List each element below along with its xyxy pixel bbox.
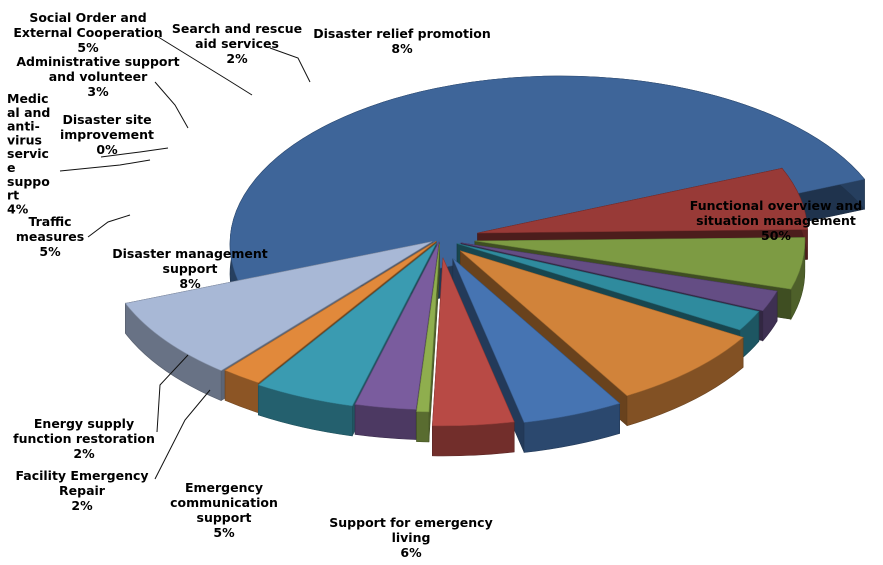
slice-label-line: rt xyxy=(7,188,19,203)
pie-slice-11 xyxy=(224,240,437,384)
slice-label-line: Energy supply xyxy=(34,416,134,431)
leader-line-3 xyxy=(154,389,211,480)
pie-slice-4 xyxy=(456,243,760,331)
slice-label-line: 2% xyxy=(226,51,248,66)
pie-slice-2 xyxy=(474,237,806,290)
slice-label-10: Social Order and External Cooperation 5% xyxy=(13,10,162,55)
slice-label-line: 8% xyxy=(179,276,201,291)
slice-label-line: improvement xyxy=(60,127,154,142)
slice-label-line: 0% xyxy=(96,142,118,157)
pie-slice-side-9 xyxy=(354,404,417,440)
slice-label-line: communication xyxy=(170,495,278,510)
slice-label-line: 8% xyxy=(391,41,413,56)
pie-slice-9 xyxy=(354,241,440,410)
slice-label-9: Administrative support and volunteer 3% xyxy=(16,54,179,99)
slice-label-7: Medic al and anti-virus servic e suppo rt 4% xyxy=(7,91,50,216)
slice-label-0: Functional overview and situation managem… xyxy=(690,198,862,243)
slice-label-11: Search and rescue aid services 2% xyxy=(172,21,302,66)
leader-line-9 xyxy=(154,81,189,129)
slice-label-4: Energy supply function restoration 2% xyxy=(13,416,155,461)
slice-label-line: 2% xyxy=(71,498,93,513)
leader-line-4 xyxy=(156,354,189,433)
leader-line-11 xyxy=(269,47,311,83)
leader-line-6 xyxy=(87,214,131,238)
pie-slice-0 xyxy=(229,75,866,307)
pie-slice-7 xyxy=(432,257,515,427)
slice-label-line: Social Order and xyxy=(29,10,146,25)
leader-lines xyxy=(59,34,311,480)
pie-slice-1 xyxy=(477,167,808,234)
slice-label-line: virus xyxy=(7,132,42,147)
slice-labels: Functional overview and situation managem… xyxy=(7,10,862,560)
slice-label-line: servic xyxy=(7,146,49,161)
leader-line-10 xyxy=(154,34,253,96)
slice-label-line: 5% xyxy=(77,40,99,55)
slice-label-line: Search and rescue xyxy=(172,21,302,36)
slice-label-line: Medic xyxy=(7,91,49,106)
pie-slice-12 xyxy=(124,241,433,371)
slice-label-line: 6% xyxy=(400,545,422,560)
pie-slice-10 xyxy=(257,243,437,407)
slice-label-1: Support for emergency living 6% xyxy=(329,515,492,560)
slice-label-line: situation management xyxy=(696,213,856,228)
pie-slice-5 xyxy=(460,250,744,397)
slice-label-line: al and xyxy=(7,105,50,120)
slice-label-line: Support for emergency xyxy=(329,515,492,530)
pie-slices xyxy=(124,75,866,457)
slice-label-line: anti- xyxy=(7,119,40,134)
leader-line-7 xyxy=(59,159,151,172)
slice-label-line: 50% xyxy=(761,228,791,243)
pie-slice-8 xyxy=(416,243,440,413)
slice-label-5: Disaster management support 8% xyxy=(112,246,268,291)
slice-label-line: Emergency xyxy=(185,480,263,495)
slice-label-line: support xyxy=(197,510,252,525)
pie-slice-6 xyxy=(452,258,621,423)
slice-label-line: 2% xyxy=(73,446,95,461)
pie-slice-side-7 xyxy=(432,421,515,457)
slice-label-line: aid services xyxy=(195,36,279,51)
slice-label-line: measures xyxy=(16,229,84,244)
slice-label-line: support xyxy=(163,261,218,276)
slice-label-line: 4% xyxy=(7,201,29,216)
slice-label-line: Administrative support xyxy=(16,54,179,69)
slice-label-line: Functional overview and xyxy=(690,198,862,213)
slice-label-line: Traffic xyxy=(28,214,71,229)
slice-label-line: Repair xyxy=(59,483,106,498)
slice-label-line: External Cooperation xyxy=(13,25,162,40)
slice-label-line: Disaster relief promotion xyxy=(313,26,490,41)
pie-slice-side-8 xyxy=(416,411,430,443)
slice-label-12: Disaster relief promotion 8% xyxy=(313,26,490,56)
slice-label-line: function restoration xyxy=(13,431,155,446)
slice-label-line: living xyxy=(392,530,431,545)
leader-line-8 xyxy=(100,147,169,158)
slice-label-line: and volunteer xyxy=(49,69,148,84)
slice-label-line: 5% xyxy=(39,244,61,259)
slice-label-line: Disaster management xyxy=(112,246,268,261)
slice-label-2: Emergency communication support 5% xyxy=(170,480,278,540)
slice-label-line: e xyxy=(7,160,15,175)
slice-label-8: Disaster site improvement 0% xyxy=(60,112,154,157)
slice-label-line: 5% xyxy=(213,525,235,540)
pie-slice-3 xyxy=(460,242,778,312)
slice-label-6: Traffic measures 5% xyxy=(16,214,84,259)
slice-label-line: Facility Emergency xyxy=(15,468,148,483)
slice-label-line: Disaster site xyxy=(62,112,151,127)
slice-label-line: suppo xyxy=(7,174,50,189)
slice-label-line: 3% xyxy=(87,84,109,99)
slice-label-3: Facility Emergency Repair 2% xyxy=(15,468,148,513)
